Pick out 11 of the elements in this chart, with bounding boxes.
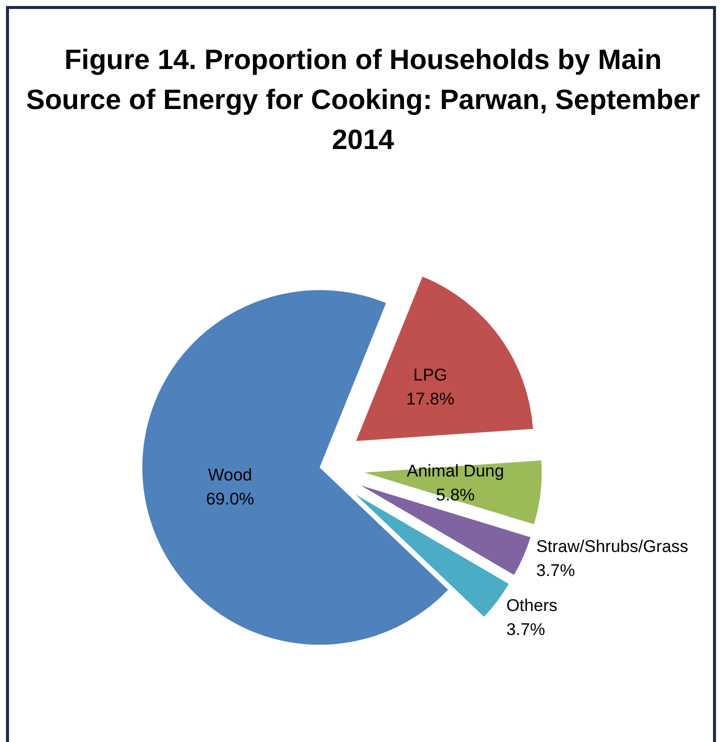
data-label: 3.7% — [506, 620, 546, 640]
slice-label: Wood — [208, 465, 252, 484]
data-label: 17.8% — [406, 390, 454, 409]
slice-label: Animal Dung — [406, 461, 504, 480]
slice-label: Others — [506, 596, 558, 616]
slice-label: LPG — [413, 366, 448, 385]
chart-title: Figure 14. Proportion of Households by Main Source of Energy for Cooking: Parwan, September 2014 — [25, 43, 701, 157]
data-label: 3.7% — [536, 561, 575, 580]
data-label: 5.8% — [436, 485, 475, 504]
data-label: 69.0% — [206, 489, 254, 508]
slice-label: Straw/Shrubs/Grass — [536, 537, 688, 556]
